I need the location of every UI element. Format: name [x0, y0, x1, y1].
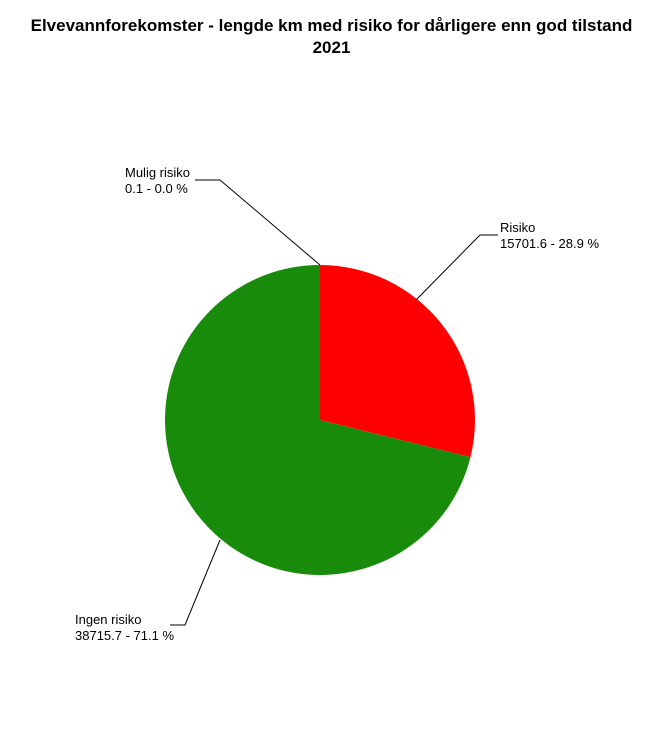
slice-label-mulig-risiko: Mulig risiko 0.1 - 0.0 %	[125, 165, 190, 196]
leader-line	[195, 180, 320, 265]
slice-label-risiko: Risiko 15701.6 - 28.9 %	[500, 220, 599, 251]
leader-line	[170, 540, 220, 625]
slice-label-ingen-risiko: Ingen risiko 38715.7 - 71.1 %	[75, 612, 174, 643]
slice-label-line2: 0.1 - 0.0 %	[125, 181, 188, 196]
leader-line	[416, 235, 498, 300]
slice-label-line1: Risiko	[500, 220, 535, 235]
slice-label-line1: Mulig risiko	[125, 165, 190, 180]
slice-label-line1: Ingen risiko	[75, 612, 141, 627]
chart-container: Elvevannforekomster - lengde km med risi…	[0, 0, 663, 753]
slice-label-line2: 15701.6 - 28.9 %	[500, 236, 599, 251]
slice-label-line2: 38715.7 - 71.1 %	[75, 628, 174, 643]
